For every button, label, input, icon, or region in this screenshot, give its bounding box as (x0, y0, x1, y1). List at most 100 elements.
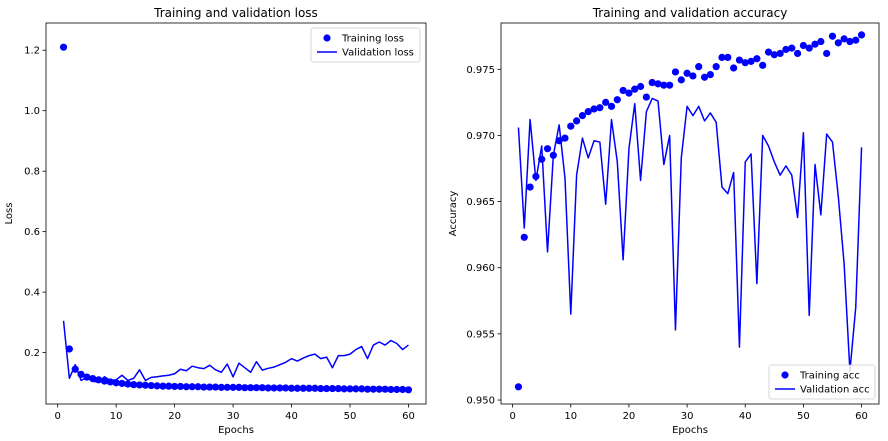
plot-frame (500, 22, 880, 405)
data-point (700, 73, 709, 81)
data-point (788, 44, 796, 52)
y-tick-label: 0.955 (466, 329, 495, 340)
data-point (805, 44, 813, 52)
data-point (311, 384, 319, 392)
y-tick-label: 0.975 (466, 65, 495, 76)
data-point (200, 383, 208, 391)
data-point (526, 183, 534, 191)
data-point (165, 382, 173, 390)
legend-dot-marker (323, 34, 331, 42)
data-point (59, 43, 68, 51)
x-tick-label: 30 (227, 411, 240, 422)
data-point (299, 384, 307, 392)
data-point (619, 86, 627, 95)
chart-panel-1: 0 10 20 30 40 50 60 0.950 0.955 0.960 0.965 0.970 0.… (448, 6, 880, 436)
data-point (718, 53, 726, 62)
data-point (112, 379, 120, 387)
y-tick-label: 0.960 (466, 263, 495, 274)
x-tick-label: 20 (168, 411, 181, 422)
y-tick-label: 0.950 (466, 396, 495, 407)
legend-label: Training loss (341, 34, 404, 45)
data-point (567, 122, 575, 130)
data-point (328, 384, 337, 393)
plot-frame (45, 22, 427, 405)
data-point (747, 57, 755, 65)
data-point (671, 68, 680, 76)
data-point (799, 41, 808, 50)
data-point (730, 64, 738, 72)
data-point (334, 384, 342, 393)
data-point (648, 78, 656, 87)
data-point (776, 49, 784, 58)
data-point (124, 380, 132, 388)
data-point (171, 382, 179, 391)
data-point (118, 379, 126, 388)
y-tick-label: 0.965 (466, 197, 495, 208)
data-point (176, 382, 185, 391)
data-point (823, 49, 831, 58)
data-point (660, 81, 668, 89)
data-point (735, 56, 744, 64)
data-point (399, 385, 407, 394)
chart-title: Training and validation accuracy (592, 6, 788, 20)
data-point (590, 105, 598, 113)
x-tick-label: 30 (681, 411, 694, 422)
data-point (363, 385, 372, 393)
data-point (317, 384, 325, 393)
x-axis-label: Epochs (672, 425, 708, 436)
legend-dot-marker (781, 371, 789, 379)
data-point (340, 385, 348, 393)
y-tick-label: 0.4 (24, 288, 40, 299)
data-point (782, 45, 790, 54)
data-point (130, 381, 138, 389)
data-point (247, 384, 255, 392)
data-point (264, 384, 272, 392)
data-point (287, 384, 296, 392)
data-point (625, 89, 633, 97)
data-point (578, 112, 587, 120)
data-point (828, 32, 837, 40)
data-point (520, 233, 528, 241)
data-point (358, 385, 366, 393)
data-point (270, 384, 278, 392)
chart-panel-0: 0 10 20 30 40 50 60 0.2 0.4 0.6 0.8 1.0 1.2 Training … (4, 6, 427, 436)
data-point (135, 381, 144, 389)
data-point (258, 384, 266, 392)
data-point (573, 117, 581, 125)
x-tick-label: 10 (110, 411, 123, 422)
data-point (596, 104, 604, 112)
data-point (229, 383, 237, 391)
data-point (211, 383, 220, 391)
data-point (305, 384, 313, 392)
data-point (636, 82, 645, 91)
data-point (724, 53, 732, 62)
data-point (282, 384, 290, 392)
legend-label: Training acc (799, 371, 860, 382)
data-point (323, 384, 331, 393)
legend: Training acc Validation acc (768, 364, 876, 400)
data-point (206, 383, 214, 391)
data-point (584, 108, 592, 116)
data-point (369, 385, 377, 393)
y-tick-label: 0.8 (24, 167, 40, 178)
data-point (235, 383, 243, 391)
x-tick-label: 60 (402, 411, 415, 422)
legend-label: Validation loss (342, 48, 414, 59)
data-point (677, 76, 685, 84)
data-point (141, 381, 149, 389)
data-point (689, 72, 697, 80)
x-tick-label: 0 (509, 411, 515, 422)
data-point (753, 55, 761, 63)
data-point (561, 134, 569, 142)
data-point (293, 384, 301, 392)
data-point (602, 98, 610, 106)
data-point (147, 381, 155, 390)
data-point (607, 102, 616, 110)
data-point (840, 35, 848, 43)
data-point (770, 51, 778, 59)
y-tick-label: 1.0 (24, 106, 40, 117)
data-point (811, 40, 819, 48)
data-point (194, 383, 202, 391)
data-point (346, 385, 354, 393)
y-tick-label: 0.970 (466, 131, 495, 142)
